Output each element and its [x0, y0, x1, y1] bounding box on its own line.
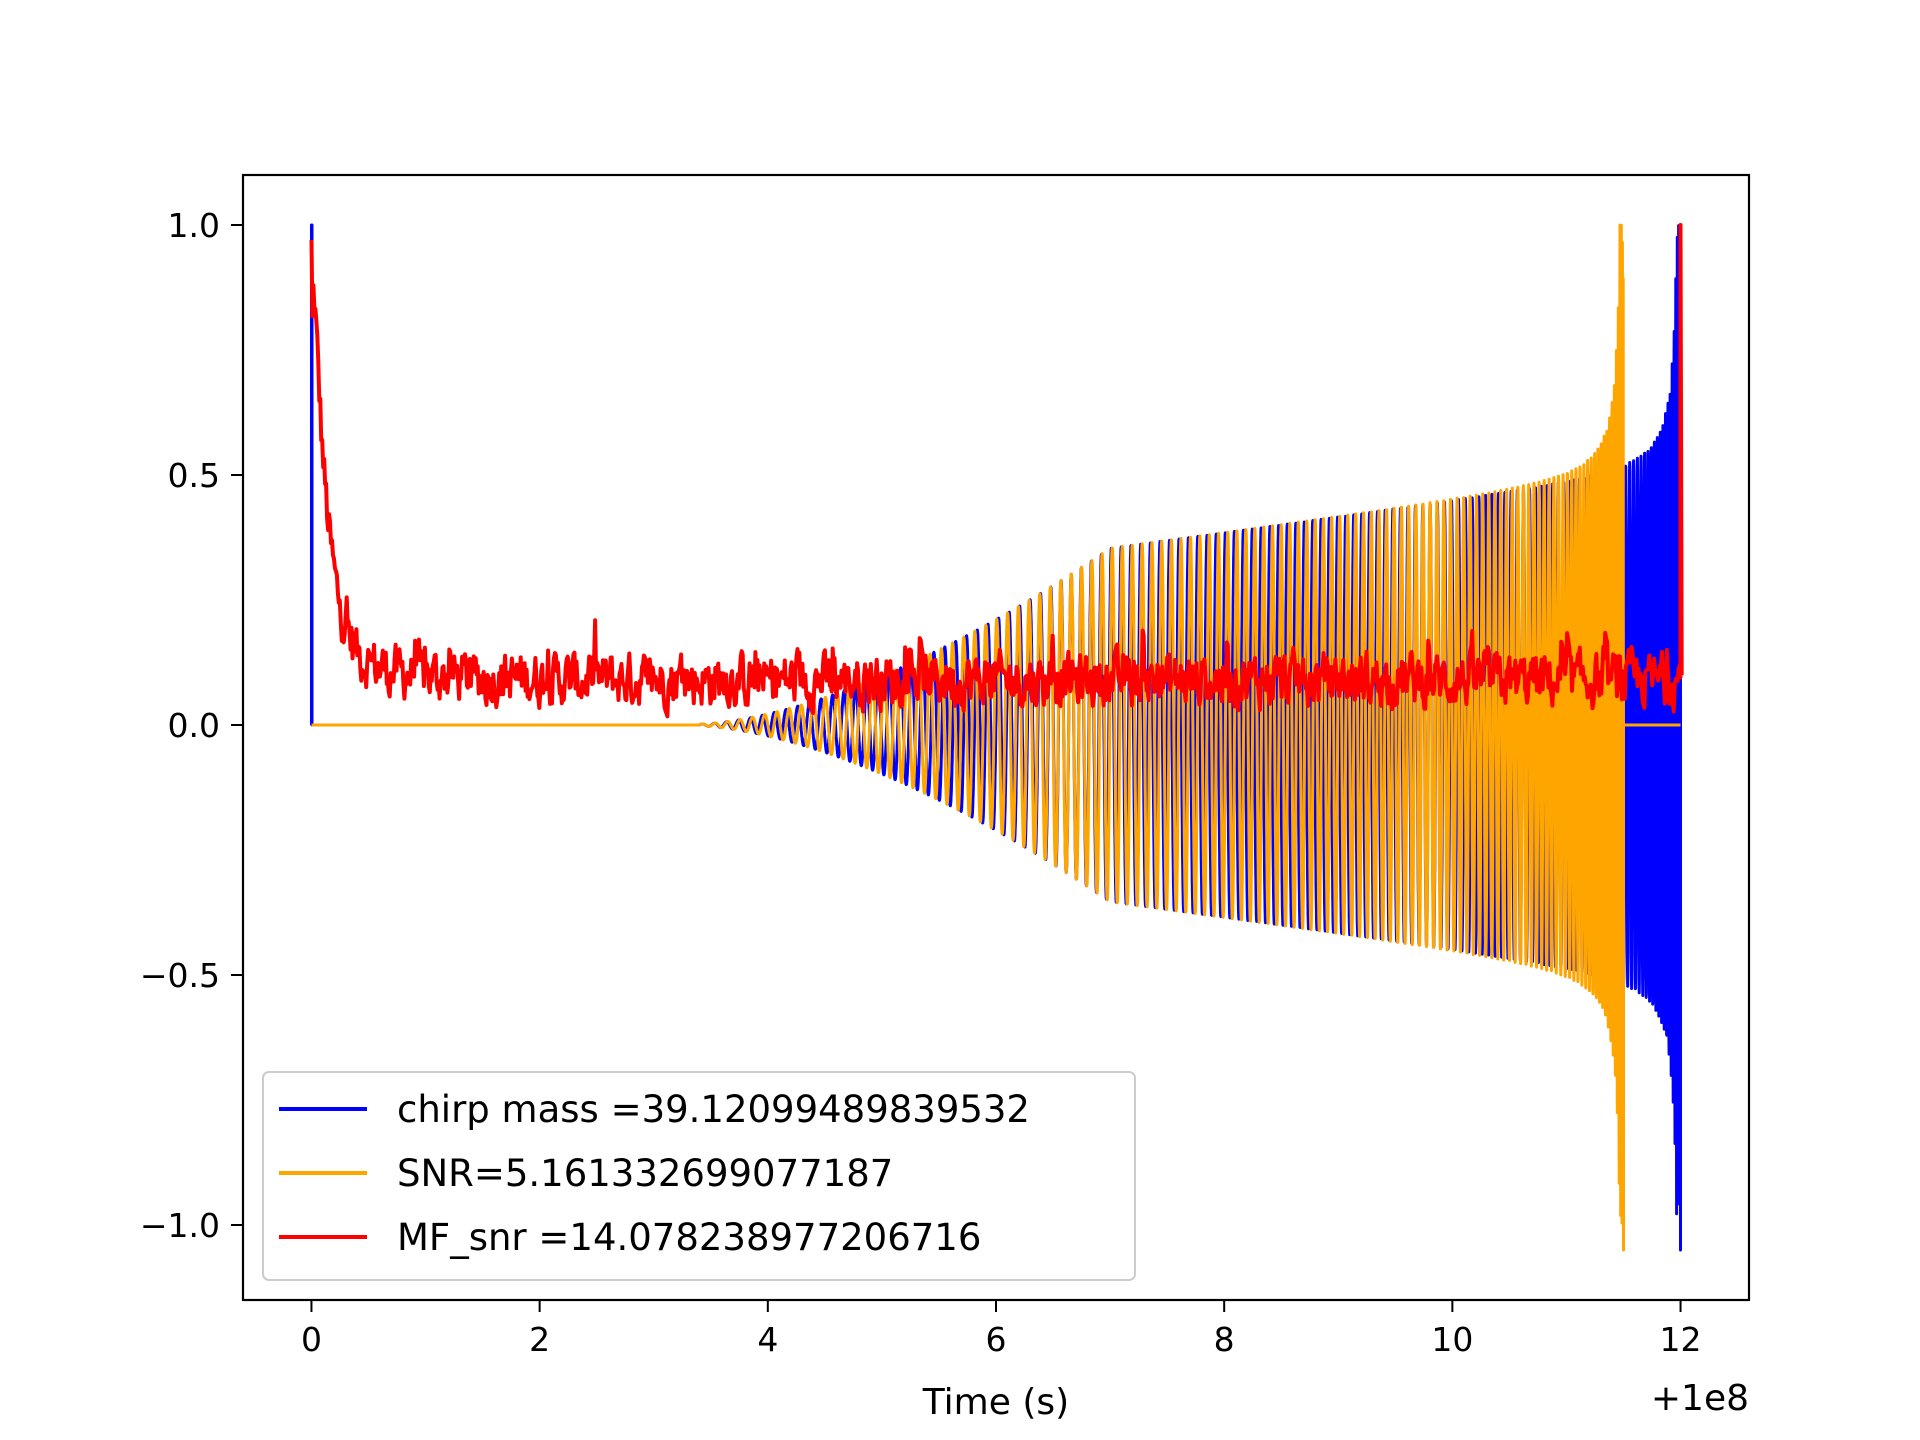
x-tick-label: 12	[1660, 1320, 1702, 1359]
y-tick-label: 1.0	[168, 206, 220, 245]
y-tick-label: −0.5	[140, 956, 220, 995]
y-axis: 1.0 0.5 0.0 −0.5 −1.0	[140, 206, 243, 1245]
x-tick-label: 10	[1431, 1320, 1473, 1359]
x-axis: 0 2 4 6 8 10 12	[301, 1300, 1702, 1359]
series-line-1	[311, 223, 1681, 1252]
x-axis-label: Time (s)	[922, 1382, 1069, 1423]
legend-label: MF_snr =14.078238977206716	[397, 1216, 981, 1259]
x-tick-label: 8	[1214, 1320, 1235, 1359]
legend-box	[262, 1071, 1136, 1281]
x-tick-label: 6	[986, 1320, 1007, 1359]
y-tick-label: 0.5	[168, 456, 220, 495]
series-layer	[309, 223, 1684, 1252]
legend-label: chirp mass =39.12099489839532	[397, 1088, 1030, 1131]
x-axis-offset-label: +1e8	[1651, 1378, 1749, 1419]
x-tick-label: 4	[757, 1320, 778, 1359]
legend-label: SNR=5.161332699077187	[397, 1152, 893, 1195]
y-tick-label: 0.0	[168, 706, 220, 745]
x-tick-label: 2	[529, 1320, 550, 1359]
y-tick-label: −1.0	[140, 1206, 220, 1245]
series-line-2	[309, 223, 1684, 719]
legend: chirp mass =39.12099489839532 SNR=5.16133…	[262, 1071, 1136, 1281]
x-tick-label: 0	[301, 1320, 322, 1359]
